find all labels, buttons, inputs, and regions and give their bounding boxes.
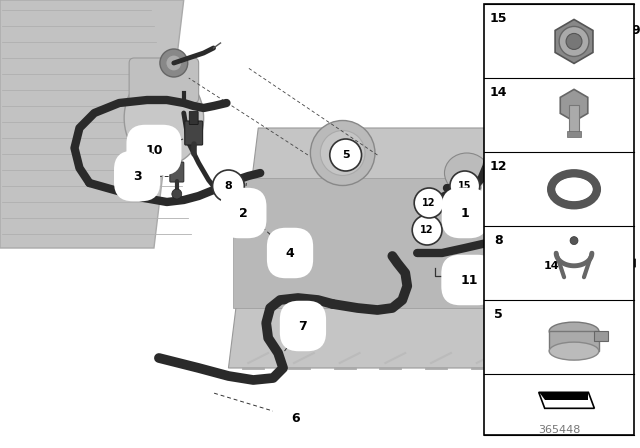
Circle shape: [566, 34, 582, 49]
Circle shape: [172, 189, 182, 199]
Text: 11: 11: [460, 273, 477, 287]
Ellipse shape: [551, 173, 597, 205]
FancyBboxPatch shape: [185, 121, 203, 145]
Circle shape: [212, 170, 244, 202]
Circle shape: [559, 26, 589, 56]
Text: 15: 15: [458, 181, 472, 191]
FancyBboxPatch shape: [189, 112, 198, 125]
Text: 8: 8: [494, 234, 502, 247]
Text: 5: 5: [342, 150, 349, 160]
Text: 14: 14: [543, 261, 559, 271]
Ellipse shape: [549, 342, 599, 360]
Circle shape: [450, 171, 480, 201]
Text: 15: 15: [490, 13, 507, 26]
Ellipse shape: [321, 130, 365, 176]
Text: 4: 4: [285, 246, 294, 259]
Text: 12: 12: [490, 160, 507, 173]
FancyBboxPatch shape: [129, 58, 198, 103]
Text: 12: 12: [422, 198, 436, 208]
Text: 2: 2: [239, 207, 248, 220]
Circle shape: [160, 49, 188, 77]
Text: 12: 12: [420, 225, 434, 235]
Circle shape: [412, 215, 442, 245]
Text: 9: 9: [632, 23, 640, 36]
Text: 13: 13: [500, 194, 517, 207]
FancyBboxPatch shape: [579, 14, 613, 42]
Circle shape: [538, 253, 564, 279]
Polygon shape: [0, 0, 184, 248]
Text: 10: 10: [145, 143, 163, 156]
Text: 14: 14: [490, 86, 507, 99]
Text: 7: 7: [299, 319, 307, 332]
Bar: [484, 4, 634, 435]
Circle shape: [570, 237, 578, 245]
Ellipse shape: [310, 121, 375, 185]
Circle shape: [330, 139, 362, 171]
Text: 1: 1: [460, 207, 469, 220]
Polygon shape: [560, 89, 588, 121]
Text: 6: 6: [292, 412, 300, 425]
Polygon shape: [555, 19, 593, 64]
Text: 5: 5: [494, 308, 502, 321]
FancyBboxPatch shape: [170, 162, 184, 182]
Ellipse shape: [549, 322, 599, 340]
Text: 8: 8: [225, 181, 232, 191]
Text: 365448: 365448: [538, 425, 580, 435]
Bar: [549, 331, 599, 351]
Text: 3: 3: [132, 169, 141, 182]
Circle shape: [414, 188, 444, 218]
Polygon shape: [539, 392, 588, 401]
Ellipse shape: [124, 70, 204, 165]
Bar: [594, 331, 608, 341]
Ellipse shape: [557, 179, 591, 199]
Ellipse shape: [445, 153, 489, 193]
Circle shape: [166, 55, 182, 71]
Polygon shape: [228, 128, 616, 368]
Bar: [569, 105, 579, 134]
Polygon shape: [539, 392, 595, 408]
FancyBboxPatch shape: [234, 178, 601, 308]
Bar: [567, 131, 581, 138]
